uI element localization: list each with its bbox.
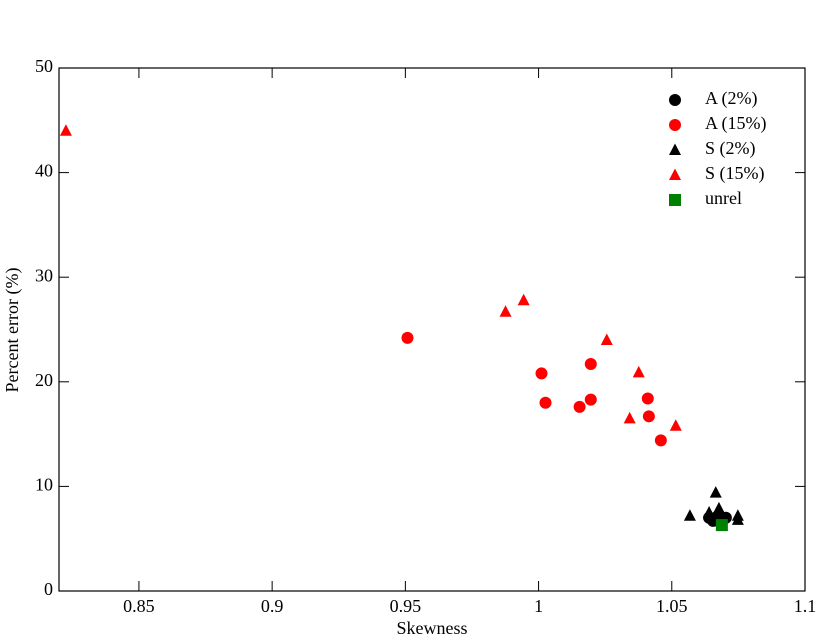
x-tick-label: 0.85 [123,596,155,616]
plot-frame [58,67,806,592]
y-tick-label: 0 [44,579,53,599]
x-tick-label: 0.9 [261,596,284,616]
point [623,411,636,424]
point [401,331,414,344]
point [539,396,552,409]
x-tick-label: 1.1 [794,596,817,616]
legend-label: S (2%) [705,138,756,159]
x-tick-label: 1 [534,596,543,616]
point [654,434,667,447]
point [641,392,654,405]
point [584,358,597,371]
point [709,486,722,498]
point [683,509,696,521]
y-tick-label: 40 [35,161,53,181]
legend-marker [669,143,681,155]
legend-marker [669,119,681,131]
y-tick-label: 20 [35,370,53,390]
legend-marker [669,194,681,206]
point [535,367,548,380]
legend-label: unrel [705,188,742,208]
y-tick-label: 30 [35,265,53,285]
legend-marker [669,94,681,106]
y-tick-label: 50 [35,56,53,76]
point [59,124,72,136]
point [600,333,613,345]
point [573,400,586,413]
x-tick-label: 1.05 [656,596,688,616]
legend-label: A (15%) [705,113,767,134]
x-axis-label: Skewness [397,618,468,638]
legend-label: S (15%) [705,163,765,184]
point [499,305,512,317]
legend-label: A (2%) [705,88,758,109]
point [632,365,645,378]
point [712,501,725,514]
point [584,393,597,406]
point [715,519,728,532]
y-axis-label: Percent error (%) [2,268,23,393]
point [642,410,655,423]
legend-marker [669,168,681,180]
point [703,506,716,518]
y-tick-label: 10 [35,475,53,495]
point [731,513,744,525]
point [517,293,530,306]
x-tick-label: 0.95 [390,596,422,616]
point [669,419,682,431]
